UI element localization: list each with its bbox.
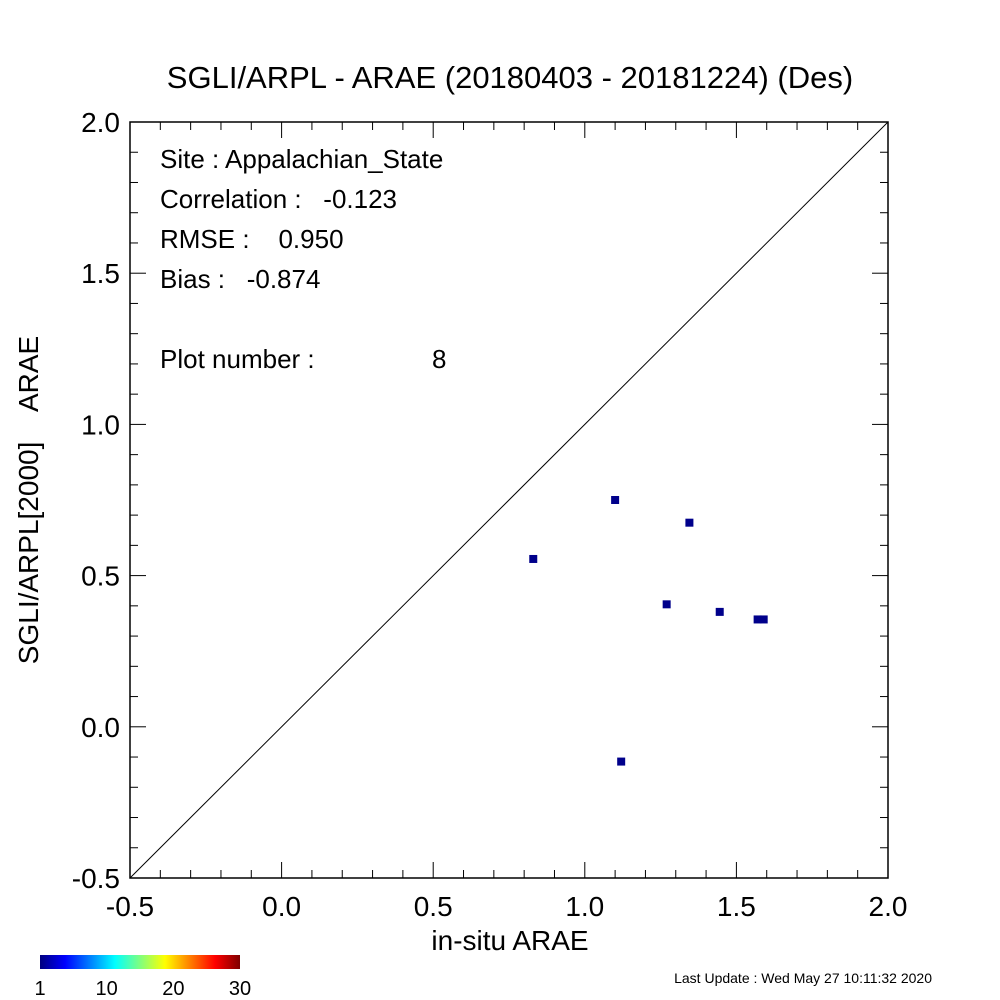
y-tick-label: 0.0 xyxy=(81,712,120,743)
x-tick-label: -0.5 xyxy=(106,891,154,922)
tick-labels: -0.5 0.0 0.5 1.0 1.5 2.0 -0.5 0.0 0.5 1.0 1.5 2.0 xyxy=(72,107,908,922)
y-axis-label: SGLI/ARPL[2000] ARAE xyxy=(13,336,44,664)
plot-number-label: Plot number : xyxy=(160,344,315,374)
colorbar-labels: 1 10 20 30 xyxy=(34,978,251,1000)
y-tick-label: 1.0 xyxy=(81,409,120,440)
colorbar-tick-label: 1 xyxy=(34,978,45,1000)
data-point xyxy=(662,600,671,609)
data-point xyxy=(685,518,694,527)
site-label: Site : Appalachian_State xyxy=(160,144,443,174)
x-axis-label: in-situ ARAE xyxy=(431,925,588,956)
colorbar-tick-label: 30 xyxy=(229,978,251,1000)
data-points xyxy=(529,496,768,766)
data-point xyxy=(753,615,762,624)
data-point xyxy=(715,607,724,616)
x-tick-label: 1.0 xyxy=(565,891,604,922)
colorbar-tick-label: 10 xyxy=(96,978,118,1000)
data-point xyxy=(529,554,538,563)
data-point xyxy=(759,615,768,624)
last-update-text: Last Update : Wed May 27 10:11:32 2020 xyxy=(674,970,932,986)
x-tick-label: 1.5 xyxy=(717,891,756,922)
y-tick-label: 2.0 xyxy=(81,107,120,138)
y-tick-label: -0.5 xyxy=(72,863,120,894)
one-to-one-line xyxy=(129,121,889,879)
bias-label: Bias : -0.874 xyxy=(160,264,320,294)
chart-title: SGLI/ARPL - ARAE (20180403 - 20181224) (… xyxy=(167,60,853,95)
correlation-label: Correlation : -0.123 xyxy=(160,184,397,214)
y-tick-label: 1.5 xyxy=(81,258,120,289)
data-point xyxy=(611,496,620,504)
y-tick-label: 0.5 xyxy=(81,561,120,592)
x-tick-label: 0.5 xyxy=(414,891,453,922)
x-tick-label: 0.0 xyxy=(262,891,301,922)
data-point xyxy=(617,757,626,766)
colorbar-tick-label: 20 xyxy=(162,978,184,1000)
plot-number-value: 8 xyxy=(432,344,446,374)
x-tick-label: 2.0 xyxy=(869,891,908,922)
plot-frame xyxy=(129,121,889,879)
colorbar xyxy=(40,955,240,969)
rmse-label: RMSE : 0.950 xyxy=(160,224,344,254)
